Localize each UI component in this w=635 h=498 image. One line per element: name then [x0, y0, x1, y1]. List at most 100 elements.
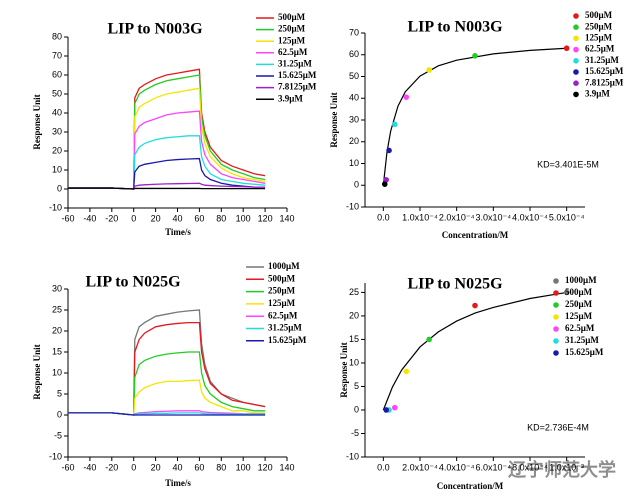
x-tick-label: 6.0x10⁻⁴: [476, 462, 512, 472]
x-tick-label: 20: [151, 213, 161, 223]
series-line: [68, 309, 266, 416]
y-tick-label: 10: [349, 357, 359, 367]
y-axis-label: Response Unit: [329, 92, 339, 147]
series-line: [68, 321, 266, 416]
legend-label: 15.625μM: [268, 335, 307, 345]
legend-swatch: [553, 326, 559, 332]
legend-swatch: [573, 13, 579, 19]
x-axis-label: Time/s: [165, 478, 191, 488]
data-point: [426, 67, 432, 73]
x-tick-label: -60: [61, 213, 74, 223]
y-tick-label: 30: [52, 126, 62, 136]
y-tick-label: 15: [349, 334, 359, 344]
legend-label: 1000μM: [565, 275, 597, 285]
legend-label: 62.5μM: [278, 47, 308, 57]
series-line: [68, 351, 266, 416]
legend-swatch: [553, 278, 559, 284]
chart-title: LIP to N003G: [407, 19, 503, 36]
series-line: [68, 182, 266, 190]
x-tick-label: 120: [258, 462, 273, 472]
legend-swatch: [553, 314, 559, 320]
y-tick-label: -10: [49, 202, 62, 212]
y-tick-label: 60: [349, 49, 359, 59]
series-line: [68, 187, 266, 190]
legend-swatch: [553, 290, 559, 296]
legend-label: 62.5μM: [585, 44, 615, 54]
y-tick-label: 60: [52, 69, 62, 79]
y-tick-label: 0: [57, 409, 62, 419]
y-tick-label: 10: [52, 367, 62, 377]
legend-swatch: [573, 35, 579, 42]
y-tick-label: 10: [52, 164, 62, 174]
legend-label: 7.8125μM: [278, 82, 317, 92]
y-tick-label: 30: [349, 114, 359, 124]
legend-label: 125μM: [565, 311, 593, 321]
x-tick-label: 0.0: [377, 212, 390, 222]
legend-swatch: [573, 69, 579, 75]
x-tick-label: 5.0x10⁻⁴: [549, 212, 585, 222]
x-tick-label: 0.0: [377, 462, 390, 472]
data-point: [391, 404, 398, 411]
annotation: KD=2.736E-4M: [527, 422, 589, 432]
y-tick-label: 0: [57, 183, 62, 193]
y-tick-label: 5: [354, 381, 359, 391]
legend-label: 125μM: [585, 32, 613, 42]
series-line: [68, 412, 266, 416]
legend-swatch: [553, 350, 559, 356]
data-point: [426, 336, 432, 343]
legend-label: 15.625μM: [565, 347, 604, 357]
y-axis-label: Response Unit: [32, 94, 42, 149]
data-point: [383, 407, 389, 413]
y-axis-label: Response Unit: [32, 344, 42, 399]
series-line: [68, 87, 266, 190]
legend-label: 250μM: [278, 24, 306, 34]
legend-label: 31.25μM: [585, 55, 619, 65]
legend-swatch: [573, 58, 579, 64]
series-line: [68, 135, 266, 190]
legend-label: 15.625μM: [278, 70, 317, 80]
y-tick-label: 70: [349, 27, 359, 37]
legend-label: 3.9μM: [585, 88, 610, 98]
y-tick-label: 50: [52, 88, 62, 98]
series-line: [68, 412, 266, 416]
y-tick-label: 10: [349, 158, 359, 168]
y-tick-label: 0: [354, 404, 359, 414]
y-tick-label: 25: [349, 287, 359, 297]
legend-label: 31.25μM: [268, 323, 302, 333]
series-line: [68, 157, 266, 190]
y-tick-label: 20: [349, 136, 359, 146]
x-tick-label: 1.0x10⁻⁴: [402, 212, 438, 222]
y-tick-label: 40: [52, 107, 62, 117]
chart-title: LIP to N025G: [407, 276, 503, 293]
y-tick-label: 70: [52, 50, 62, 60]
chart-title: LIP to N025G: [85, 274, 181, 291]
x-tick-label: 40: [172, 213, 182, 223]
y-tick-label: -5: [54, 430, 62, 440]
x-tick-label: 4.0x10⁻⁴: [512, 212, 548, 222]
y-tick-label: 30: [52, 283, 62, 293]
legend-label: 500μM: [268, 273, 296, 283]
legend-label: 31.25μM: [278, 58, 312, 68]
data-point: [383, 177, 389, 183]
y-tick-label: 15: [52, 346, 62, 356]
legend-label: 62.5μM: [268, 310, 298, 320]
x-tick-label: -20: [105, 213, 118, 223]
x-axis-label: Concentration/M: [442, 230, 509, 240]
x-tick-label: 120: [258, 213, 273, 223]
x-tick-label: 8.0x10⁻⁴: [512, 462, 548, 472]
y-tick-label: -5: [351, 428, 359, 438]
x-tick-label: -60: [61, 462, 74, 472]
legend-label: 15.625μM: [585, 66, 624, 76]
x-tick-label: 4.0x10⁻⁴: [439, 462, 475, 472]
x-tick-label: 0: [131, 462, 136, 472]
y-tick-label: 20: [52, 325, 62, 335]
legend-swatch: [573, 24, 579, 31]
y-tick-label: -10: [346, 451, 359, 461]
x-tick-label: -40: [83, 462, 96, 472]
legend-swatch: [573, 91, 579, 98]
y-tick-label: 0: [354, 180, 359, 190]
watermark: 辽宁师范大学: [508, 459, 616, 481]
x-tick-label: 40: [172, 462, 182, 472]
x-tick-label: 140: [279, 213, 294, 223]
